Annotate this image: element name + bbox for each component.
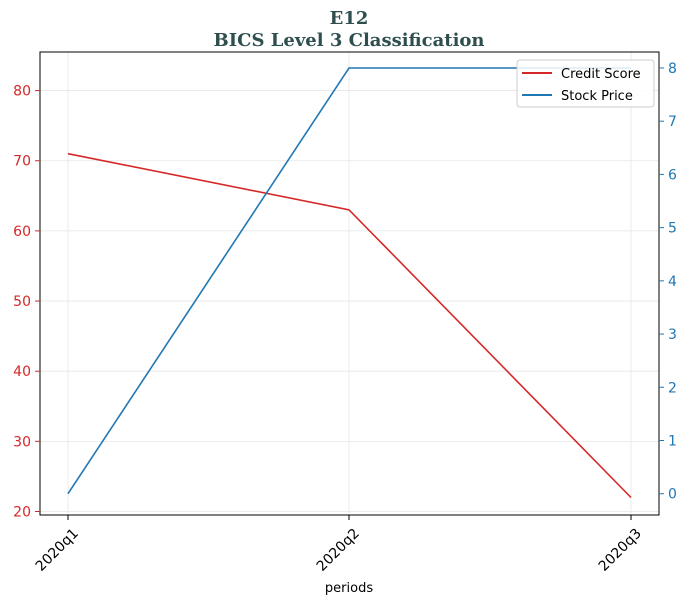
left-tick-label: 60 bbox=[13, 224, 31, 240]
legend-label-stock-price: Stock Price bbox=[561, 89, 633, 104]
right-tick-label: 4 bbox=[668, 274, 677, 290]
series-line-credit-score bbox=[67, 152, 632, 499]
right-tick-label: 1 bbox=[668, 433, 677, 449]
chart-title: E12 bbox=[330, 8, 369, 29]
right-tick-label: 5 bbox=[668, 221, 677, 237]
left-tick-label: 40 bbox=[13, 364, 31, 380]
right-tick-label: 7 bbox=[668, 114, 677, 130]
right-tick-label: 2 bbox=[668, 380, 677, 396]
x-tick-label: 2020q3 bbox=[596, 526, 645, 575]
x-axis-label: periods bbox=[325, 581, 373, 596]
plot-frame bbox=[39, 51, 660, 516]
right-axis: 0 1 2 3 4 5 6 7 8 bbox=[659, 61, 677, 503]
x-tick-label: 2020q2 bbox=[314, 526, 363, 575]
left-tick-label: 80 bbox=[13, 84, 31, 100]
left-tick-label: 70 bbox=[13, 154, 31, 170]
left-tick-label: 30 bbox=[13, 434, 31, 450]
left-tick-label: 50 bbox=[13, 294, 31, 310]
left-axis: 20 30 40 50 60 70 80 bbox=[13, 84, 40, 520]
series-line-stock-price bbox=[67, 67, 631, 495]
right-tick-label: 0 bbox=[668, 487, 677, 503]
right-tick-label: 8 bbox=[668, 61, 677, 77]
x-tick-label: 2020q1 bbox=[33, 526, 82, 575]
chart-subtitle: BICS Level 3 Classification bbox=[213, 30, 484, 51]
x-axis: 2020q1 2020q2 2020q3 bbox=[33, 515, 645, 575]
right-tick-label: 6 bbox=[668, 167, 677, 183]
series-lines bbox=[67, 67, 632, 499]
right-tick-label: 3 bbox=[668, 327, 677, 343]
legend-label-credit-score: Credit Score bbox=[561, 67, 641, 82]
grid bbox=[40, 52, 659, 515]
left-tick-label: 20 bbox=[13, 504, 31, 520]
legend: Credit Score Stock Price bbox=[516, 59, 655, 108]
